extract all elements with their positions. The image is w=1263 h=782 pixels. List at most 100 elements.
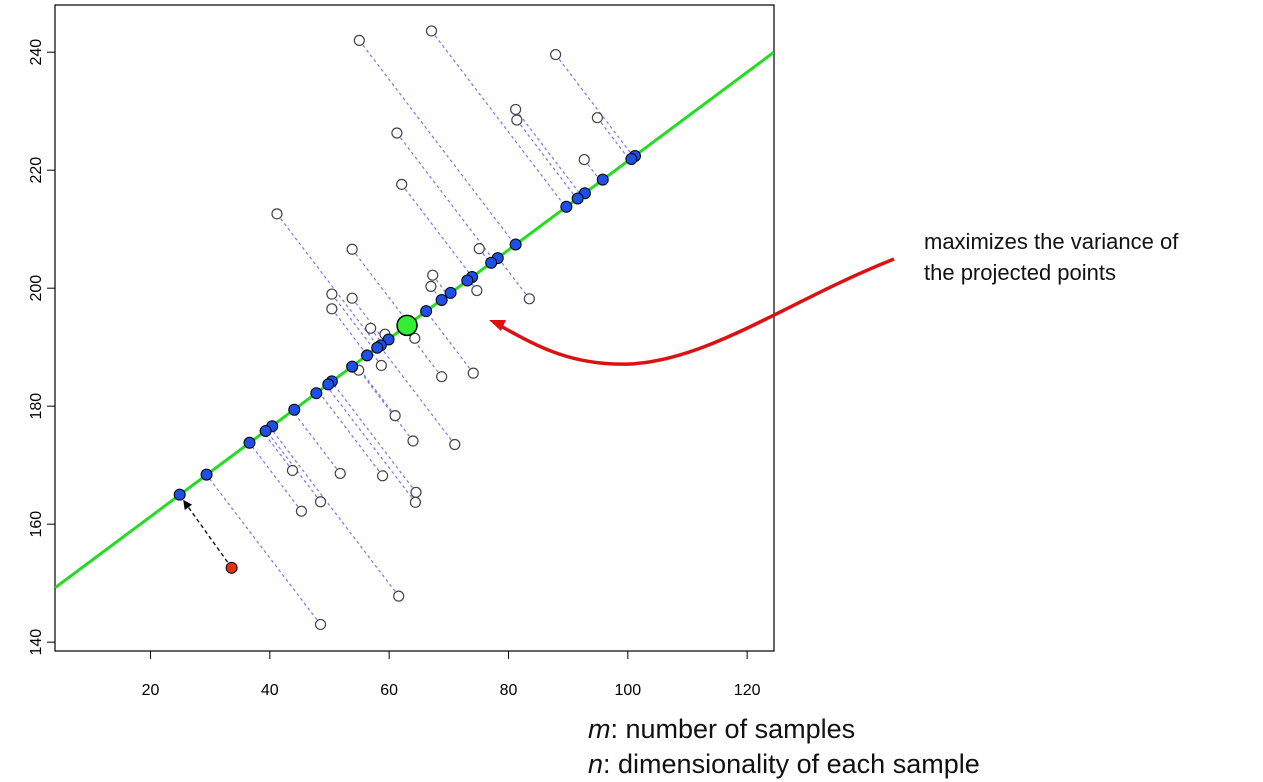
original-point	[523, 293, 535, 305]
footnote-m: m: number of samples	[588, 712, 980, 747]
projection-line	[331, 308, 368, 356]
y-axis: 140 160 180 200 220 240	[28, 39, 55, 656]
original-point	[407, 435, 419, 447]
projection-line	[401, 183, 473, 278]
original-point	[511, 114, 523, 126]
variance-annotation: maximizes the variance of the projected …	[924, 226, 1259, 288]
mean-point	[396, 314, 418, 337]
n-description: : dimensionality of each sample	[603, 749, 980, 779]
original-point	[314, 618, 327, 631]
original-point	[286, 464, 299, 477]
original-point	[365, 322, 377, 334]
original-point	[436, 371, 448, 383]
projection-line	[425, 310, 474, 374]
projected-point	[571, 192, 584, 205]
original-point	[578, 153, 590, 166]
highlight-projection-arrow	[183, 499, 233, 569]
original-point	[396, 178, 408, 190]
original-point	[346, 243, 358, 255]
x-tick-label: 80	[500, 682, 518, 699]
original-point	[314, 496, 327, 508]
projection-line	[515, 109, 582, 197]
projected-point	[310, 387, 323, 400]
projection-line	[596, 117, 630, 161]
original-point	[271, 208, 283, 220]
original-point	[326, 303, 338, 315]
projection-line	[431, 30, 567, 208]
original-point	[376, 470, 389, 482]
original-point	[334, 467, 346, 480]
original-point	[389, 410, 401, 422]
projection-line	[331, 381, 417, 493]
projection-line	[206, 474, 322, 625]
projected-point	[444, 286, 457, 299]
original-points	[271, 25, 603, 631]
m-description: : number of samples	[610, 714, 856, 744]
original-point	[393, 590, 405, 602]
x-tick-label: 40	[261, 682, 279, 699]
original-point	[471, 284, 483, 297]
projection-line	[358, 40, 516, 246]
projection-line	[583, 159, 602, 182]
original-point	[591, 112, 603, 124]
projection-line	[317, 391, 384, 477]
projection-line	[351, 248, 410, 325]
y-tick-label: 220	[28, 157, 45, 184]
x-axis: 20 40 60 80 100 120	[142, 651, 761, 699]
projected-point	[361, 349, 374, 362]
projection-line	[248, 442, 302, 512]
projection-line	[276, 213, 379, 348]
projected-point	[560, 200, 573, 213]
plot-frame	[54, 4, 775, 652]
projected-point	[461, 274, 474, 287]
y-tick-label: 140	[28, 629, 45, 656]
highlight-point	[225, 561, 238, 574]
annotation-arrow	[496, 257, 895, 366]
projected-point	[625, 152, 638, 165]
projected-point	[346, 360, 359, 373]
original-point	[409, 496, 421, 508]
projected-point	[509, 238, 522, 251]
y-tick-label: 160	[28, 511, 45, 538]
original-point	[375, 359, 387, 372]
projected-point	[485, 256, 498, 269]
projected-point	[259, 424, 272, 437]
original-point	[409, 332, 421, 344]
y-tick-label: 240	[28, 39, 45, 66]
projected-point	[288, 403, 301, 416]
x-tick-label: 20	[142, 682, 160, 699]
original-point	[353, 34, 365, 46]
y-tick-label: 200	[28, 275, 45, 302]
original-point	[425, 280, 437, 293]
projected-point	[200, 468, 213, 481]
x-tick-label: 120	[734, 682, 761, 699]
projection-line	[263, 432, 293, 471]
annotation-line-1: maximizes the variance of	[924, 229, 1179, 254]
projected-point	[173, 488, 186, 501]
projection-line	[516, 119, 578, 200]
original-point	[550, 48, 562, 61]
projection-line	[292, 410, 341, 474]
projection-line	[354, 364, 414, 442]
original-point	[391, 127, 403, 139]
projection-line	[497, 257, 530, 300]
projected-points	[173, 150, 641, 501]
x-tick-label: 60	[380, 682, 398, 699]
footnote-n: n: dimensionality of each sample	[588, 747, 980, 782]
annotation-arrowhead	[489, 320, 506, 331]
x-tick-label: 100	[614, 682, 641, 699]
original-point	[410, 486, 422, 498]
original-point	[427, 269, 439, 281]
projected-point	[596, 173, 609, 186]
original-point	[425, 25, 438, 37]
original-point	[467, 367, 479, 379]
projection-line	[396, 132, 495, 261]
projected-point	[322, 378, 335, 391]
m-variable: m	[588, 714, 611, 744]
original-point	[326, 288, 338, 300]
original-point	[346, 292, 358, 304]
y-tick-label: 180	[28, 393, 45, 420]
projection-line	[403, 327, 443, 378]
original-point	[449, 438, 461, 451]
projection-line	[555, 54, 635, 158]
